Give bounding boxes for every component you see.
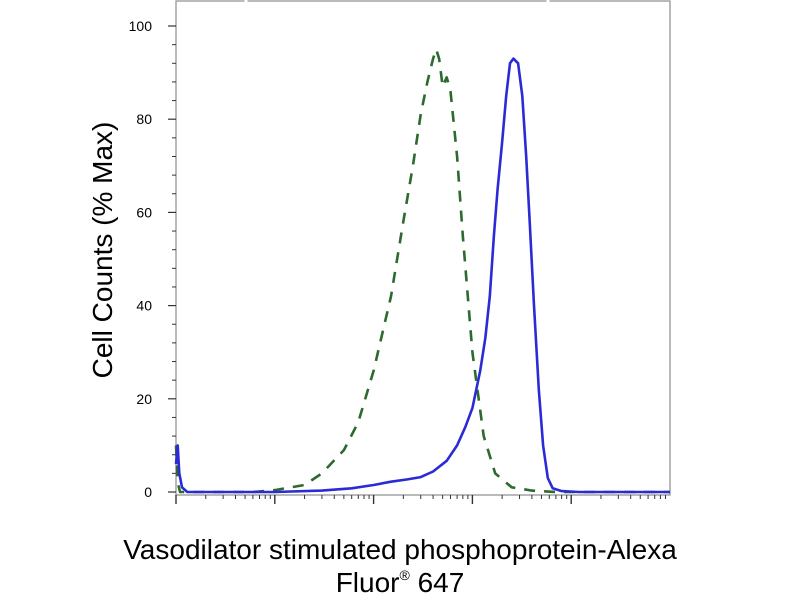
y-tick-label: 40 [136,298,152,314]
series-layer [174,48,670,494]
y-tick-label: 80 [136,111,152,127]
x-axis-label-line2: Fluor® 647 [336,567,465,598]
x-axis-label-registered-mark: ® [399,567,410,583]
x-axis-label-line1: Vasodilator stimulated phosphoprotein-Al… [123,534,677,565]
x-axis-label-fluor: Fluor [336,567,400,598]
x-axis-label-tail: 647 [410,567,465,598]
y-tick-label: 0 [144,484,152,500]
axis-ticks [168,0,666,504]
y-axis-label: Cell Counts (% Max) [87,122,118,379]
y-tick-label: 20 [136,391,152,407]
series-line-2 [174,57,670,494]
y-tick-label: 60 [136,204,152,220]
series-line-1 [174,48,670,494]
y-tick-labels: 0 20 40 60 80 100 [129,18,153,500]
y-tick-label: 100 [129,18,153,34]
plot-frame [175,0,671,496]
